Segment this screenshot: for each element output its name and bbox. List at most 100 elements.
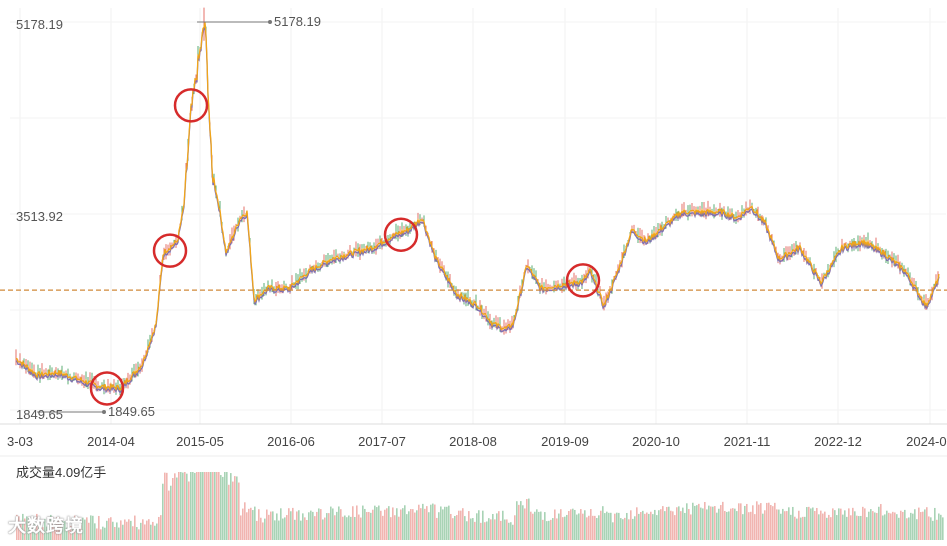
volume-bar xyxy=(906,518,908,540)
volume-bar xyxy=(754,514,756,540)
volume-bar xyxy=(940,514,942,540)
volume-bar xyxy=(130,520,132,540)
volume-bar xyxy=(922,511,924,540)
volume-bar xyxy=(196,472,198,540)
volume-bar xyxy=(138,529,140,540)
volume-bar xyxy=(510,522,512,540)
volume-bar xyxy=(874,512,876,540)
volume-bar xyxy=(652,514,654,540)
volume-bar xyxy=(380,510,382,540)
volume-bar xyxy=(218,472,220,540)
volume-label: 成交量4.09亿手 xyxy=(16,465,107,480)
volume-bar xyxy=(410,509,412,540)
volume-bar xyxy=(270,511,272,540)
volume-bar xyxy=(260,517,262,540)
volume-bar xyxy=(246,512,248,540)
volume-bar xyxy=(464,516,466,540)
volume-bar xyxy=(100,529,102,540)
volume-bar xyxy=(852,507,854,540)
volume-bar xyxy=(928,516,930,540)
volume-bar xyxy=(334,515,336,540)
volume-bar xyxy=(604,513,606,540)
volume-bar xyxy=(60,521,62,540)
volume-bar xyxy=(840,508,842,540)
volume-bar xyxy=(146,520,148,540)
volume-bar xyxy=(288,508,290,540)
volume-bar xyxy=(866,517,868,540)
volume-bar xyxy=(808,506,810,540)
volume-bar xyxy=(804,516,806,540)
x-tick-label: 2019-09 xyxy=(541,434,589,449)
volume-bar xyxy=(560,509,562,540)
volume-bar xyxy=(116,522,118,540)
volume-bar xyxy=(474,521,476,540)
volume-bar xyxy=(494,519,496,540)
volume-bar xyxy=(134,515,136,540)
volume-bar xyxy=(122,524,124,540)
volume-bar xyxy=(30,519,32,540)
volume-bar xyxy=(770,505,772,540)
volume-bar xyxy=(758,504,760,540)
volume-bar xyxy=(414,512,416,540)
volume-bar xyxy=(588,515,590,540)
volume-bar xyxy=(596,518,598,540)
volume-bar xyxy=(666,507,668,540)
volume-bar xyxy=(376,507,378,540)
x-tick-label: 2015-05 xyxy=(176,434,224,449)
volume-bar xyxy=(856,515,858,540)
volume-bar xyxy=(720,505,722,540)
volume-bar xyxy=(92,515,94,540)
volume-bar xyxy=(64,521,66,540)
volume-bar xyxy=(870,509,872,540)
volume-bar xyxy=(468,511,470,540)
volume-bar xyxy=(244,502,246,540)
volume-bar xyxy=(324,517,326,540)
volume-bar xyxy=(640,512,642,540)
volume-bar xyxy=(506,519,508,540)
volume-bar xyxy=(658,510,660,540)
volume-bar xyxy=(924,509,926,540)
volume-bar xyxy=(742,514,744,540)
volume-bar xyxy=(274,520,276,540)
volume-bar xyxy=(644,513,646,540)
volume-bar xyxy=(582,513,584,540)
volume-bar xyxy=(284,517,286,540)
volume-bar xyxy=(886,510,888,540)
volume-bar xyxy=(702,508,704,540)
volume-bar xyxy=(54,527,56,540)
volume-bar xyxy=(818,514,820,540)
volume-bar xyxy=(706,509,708,540)
volume-bar xyxy=(448,505,450,540)
volume-bar xyxy=(626,512,628,540)
volume-bar xyxy=(340,509,342,540)
volume-bar xyxy=(250,507,252,540)
volume-bar xyxy=(188,481,190,540)
volume-bar xyxy=(172,478,174,540)
y-tick-label: 5178.19 xyxy=(16,17,63,32)
volume-bar xyxy=(682,507,684,540)
volume-bar xyxy=(66,527,68,540)
volume-bar xyxy=(160,515,162,540)
volume-bar xyxy=(664,511,666,540)
volume-bar xyxy=(544,512,546,540)
volume-bar xyxy=(106,520,108,540)
volume-bar xyxy=(826,517,828,540)
volume-bar xyxy=(290,511,292,540)
volume-bar xyxy=(228,484,230,540)
volume-bar xyxy=(142,519,144,540)
volume-bar xyxy=(738,503,740,540)
volume-bar xyxy=(776,509,778,540)
volume-bar xyxy=(178,472,180,540)
volume-bar xyxy=(672,511,674,540)
volume-bar xyxy=(632,518,634,540)
volume-bar xyxy=(744,505,746,540)
volume-bar xyxy=(512,524,514,540)
volume-bar xyxy=(424,508,426,540)
volume-bar xyxy=(780,513,782,540)
volume-bar xyxy=(800,517,802,540)
volume-bar xyxy=(902,511,904,540)
volume-bar xyxy=(552,518,554,540)
volume-bar xyxy=(498,511,500,540)
volume-bar xyxy=(854,511,856,540)
volume-bar xyxy=(396,508,398,540)
